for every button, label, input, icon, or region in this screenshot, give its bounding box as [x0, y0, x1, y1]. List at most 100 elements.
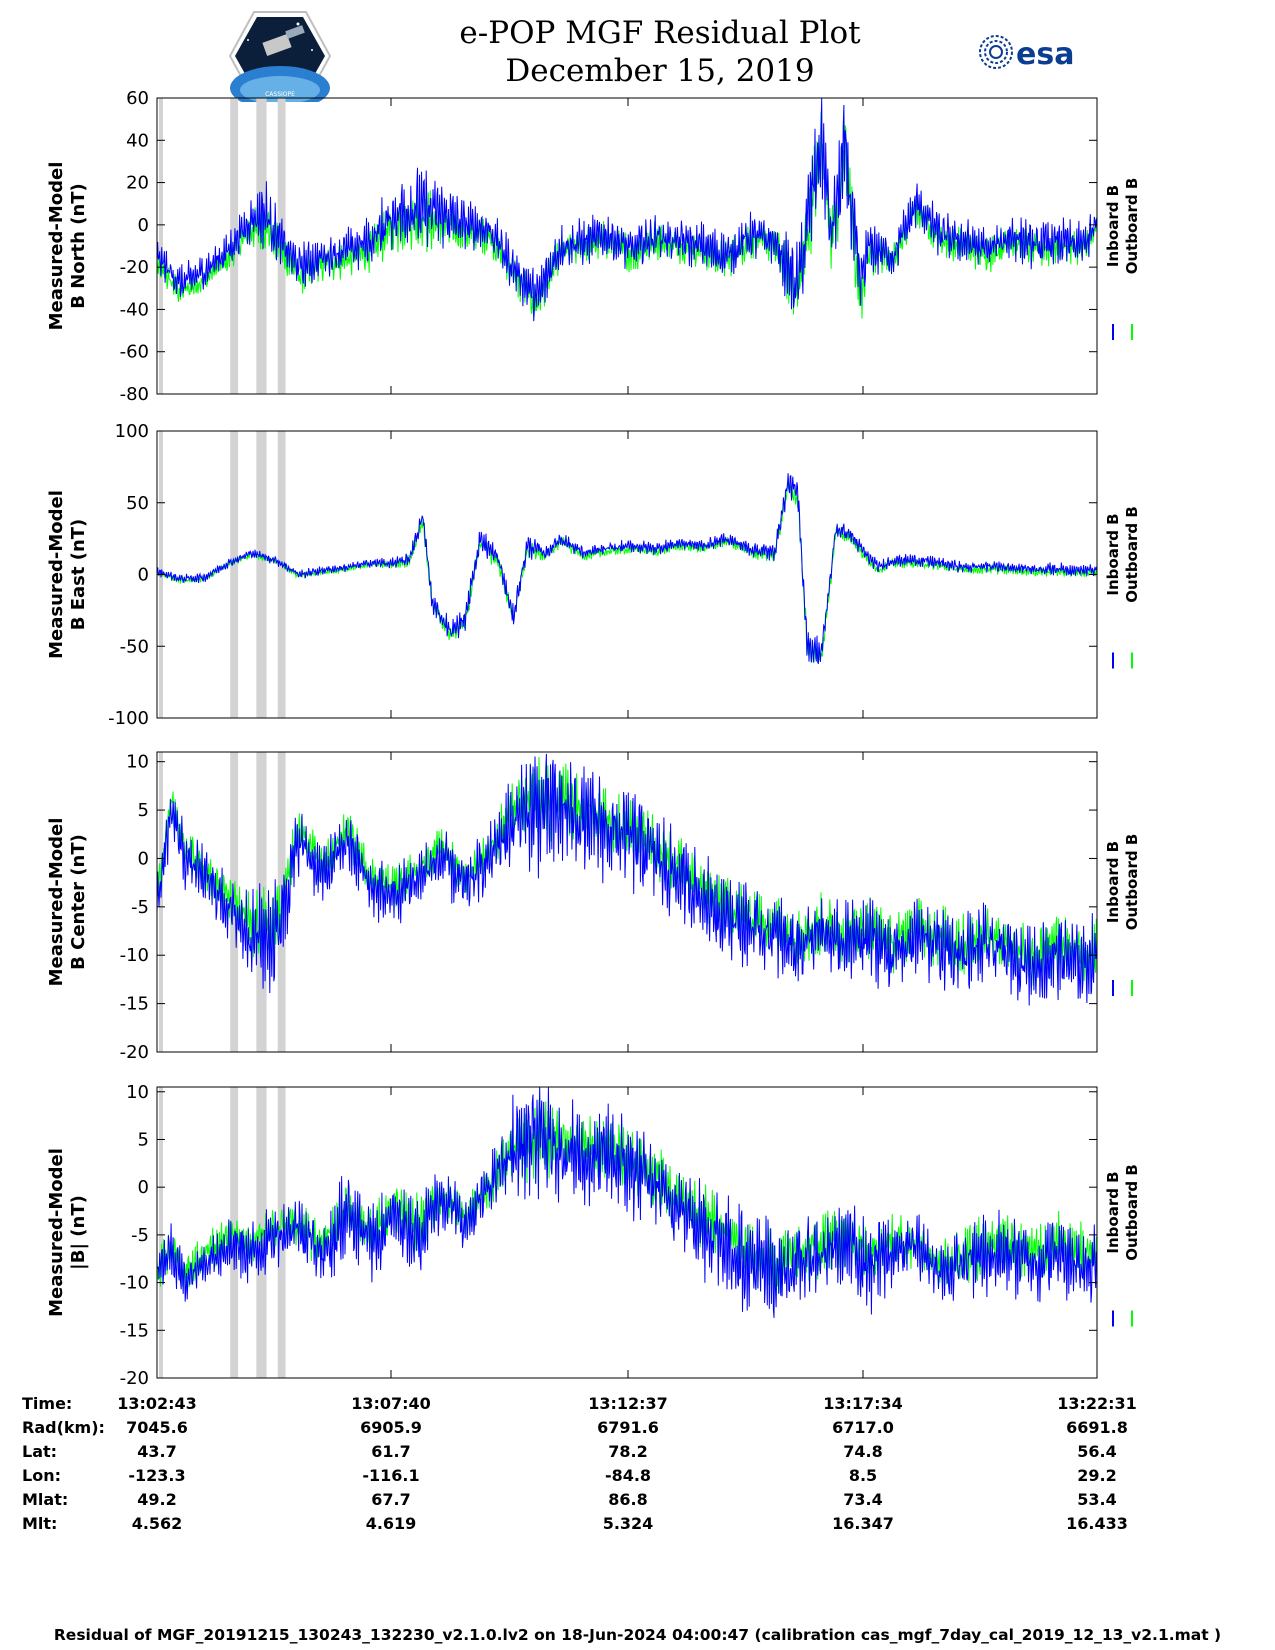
y-axis-label: Measured-ModelB East (nT) — [46, 490, 89, 659]
y-axis-label: Measured-Model|B| (nT) — [46, 1148, 89, 1317]
plot-title: e-POP MGF Residual Plot December 15, 201… — [380, 14, 940, 90]
ephemeris-value: 6791.6 — [597, 1418, 659, 1437]
title-line-2: December 15, 2019 — [505, 53, 815, 89]
ephemeris-value: 43.7 — [137, 1442, 176, 1461]
y-tick-label: -50 — [120, 636, 149, 657]
y-axis-label-line-1: Measured-Model — [46, 818, 67, 987]
y-tick-label: -20 — [120, 1042, 149, 1063]
ephemeris-value: 7045.6 — [126, 1418, 188, 1437]
ephemeris-row-label: Time: — [22, 1394, 72, 1413]
ephemeris-value: 13:02:43 — [117, 1394, 197, 1413]
ephemeris-row-label: Mlat: — [22, 1490, 68, 1509]
data-gap-band — [230, 431, 239, 718]
data-gap-band — [256, 98, 267, 394]
series-line-inboard — [156, 97, 1098, 322]
y-axis-label: Measured-ModelB Center (nT) — [46, 818, 89, 987]
esa-logo-text: esa — [1016, 37, 1074, 72]
y-axis-label: Measured-ModelB North (nT) — [46, 162, 89, 331]
legend-label-inboard: Inboard B — [1104, 185, 1122, 267]
y-tick-label: 20 — [126, 173, 149, 194]
ephemeris-value: 13:22:31 — [1057, 1394, 1137, 1413]
ephemeris-value: 49.2 — [137, 1490, 176, 1509]
data-gap-band — [159, 1087, 163, 1378]
y-tick-label: -10 — [120, 1273, 149, 1294]
y-tick-label: 60 — [126, 88, 149, 109]
plot-frame — [156, 1086, 1098, 1379]
y-tick-label: 5 — [138, 800, 149, 821]
plot-frame — [156, 751, 1098, 1053]
ephemeris-value: 56.4 — [1077, 1442, 1116, 1461]
ephemeris-value: 78.2 — [608, 1442, 647, 1461]
y-axis-label-line-1: Measured-Model — [46, 490, 67, 659]
data-gap-band — [159, 752, 163, 1052]
y-axis-label-line-2: B North (nT) — [68, 183, 89, 309]
cassiope-logo: CASSIOPE — [228, 11, 332, 102]
y-tick-label: 0 — [138, 848, 149, 869]
data-gap-band — [277, 431, 286, 718]
series-line-inboard — [156, 1086, 1098, 1318]
ephemeris-value: 16.347 — [832, 1514, 894, 1533]
y-tick-label: 0 — [138, 565, 149, 586]
logo-left-text: CASSIOPE — [265, 91, 295, 98]
legend-label-inboard: Inboard B — [1104, 513, 1122, 595]
y-axis-label-line-1: Measured-Model — [46, 162, 67, 331]
ephemeris-value: 61.7 — [371, 1442, 410, 1461]
ephemeris-row-label: Lat: — [22, 1442, 57, 1461]
ephemeris-value: 16.433 — [1066, 1514, 1128, 1533]
legend-label-inboard: Inboard B — [1104, 841, 1122, 923]
ephemeris-value: 5.324 — [603, 1514, 654, 1533]
ephemeris-value: 8.5 — [849, 1466, 877, 1485]
ephemeris-value: -84.8 — [605, 1466, 651, 1485]
ephemeris-row-label: Rad(km): — [22, 1418, 105, 1437]
ephemeris-value: 4.562 — [132, 1514, 183, 1533]
y-tick-label: 100 — [115, 421, 149, 442]
y-tick-label: -10 — [120, 945, 149, 966]
y-tick-label: -60 — [120, 342, 149, 363]
ephemeris-value: 6717.0 — [832, 1418, 894, 1437]
legend-label-outboard: Outboard B — [1123, 1164, 1141, 1261]
ephemeris-value: 86.8 — [608, 1490, 647, 1509]
data-gap-band — [159, 98, 163, 394]
ephemeris-value: 73.4 — [843, 1490, 882, 1509]
y-tick-label: 10 — [126, 752, 149, 773]
y-tick-label: -80 — [120, 384, 149, 405]
y-axis-label-line-2: B Center (nT) — [68, 834, 89, 970]
ephemeris-row-label: Mlt: — [22, 1514, 57, 1533]
legend-label-inboard: Inboard B — [1104, 1171, 1122, 1253]
series-line-outboard — [156, 756, 1098, 986]
ephemeris-value: 13:07:40 — [351, 1394, 431, 1413]
y-tick-label: 10 — [126, 1082, 149, 1103]
y-axis-label-line-1: Measured-Model — [46, 1148, 67, 1317]
esa-logo: esa — [979, 35, 1074, 72]
y-axis-label-line-2: |B| (nT) — [68, 1195, 89, 1270]
y-tick-label: -100 — [108, 708, 149, 729]
ephemeris-value: 4.619 — [366, 1514, 417, 1533]
series-line-inboard — [156, 753, 1098, 1006]
ephemeris-value: 6905.9 — [360, 1418, 422, 1437]
panel-2: 100 50 0 -50 -100 Measured-ModelB East (nT) In… — [46, 421, 1141, 729]
legend-label-outboard: Outboard B — [1123, 834, 1141, 931]
title-line-1: e-POP MGF Residual Plot — [459, 15, 861, 51]
ephemeris-row-label: Lon: — [22, 1466, 61, 1485]
y-tick-label: 0 — [138, 215, 149, 236]
ephemeris-value: 29.2 — [1077, 1466, 1116, 1485]
y-tick-label: -40 — [120, 299, 149, 320]
y-tick-label: -5 — [131, 897, 149, 918]
plot-frame — [156, 97, 1098, 395]
y-tick-label: 50 — [126, 493, 149, 514]
y-tick-label: 40 — [126, 130, 149, 151]
ephemeris-value: -123.3 — [128, 1466, 185, 1485]
legend-label-outboard: Outboard B — [1123, 178, 1141, 275]
ephemeris-value: 67.7 — [371, 1490, 410, 1509]
y-tick-label: 0 — [138, 1177, 149, 1198]
ephemeris-value: 13:17:34 — [823, 1394, 903, 1413]
footer-caption: Residual of MGF_20191215_130243_132230_v… — [53, 1626, 1222, 1644]
panel-3: 10 5 0 -5 -10 -15 -20 Measured-ModelB Center (n… — [46, 751, 1141, 1063]
series-line-outboard — [156, 111, 1098, 319]
ephemeris-value: 53.4 — [1077, 1490, 1116, 1509]
ephemeris-value: 74.8 — [843, 1442, 882, 1461]
y-axis-label-line-2: B East (nT) — [68, 519, 89, 631]
y-tick-label: -20 — [120, 1368, 149, 1389]
y-tick-label: -20 — [120, 257, 149, 278]
